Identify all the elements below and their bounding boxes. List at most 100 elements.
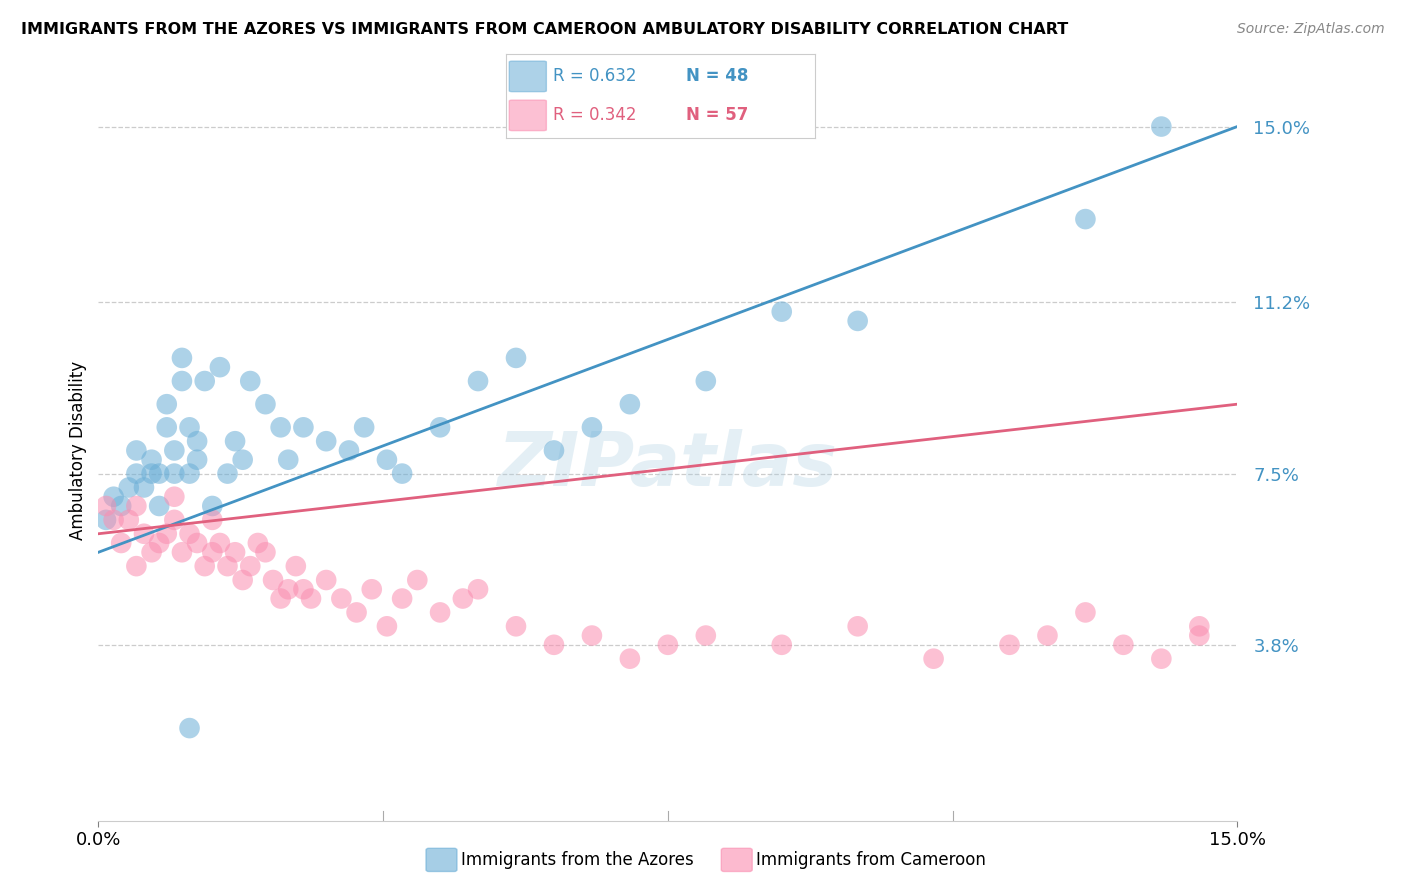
Point [254, 397, 277, 411]
Point [846, 314, 869, 328]
Point [141, 452, 163, 467]
Point [156, 526, 179, 541]
Point [156, 420, 179, 434]
Point [1150, 651, 1173, 665]
FancyBboxPatch shape [509, 100, 547, 130]
FancyBboxPatch shape [509, 62, 547, 92]
Point [156, 397, 179, 411]
Point [246, 536, 269, 550]
Point [239, 374, 262, 388]
Point [262, 573, 284, 587]
Point [179, 420, 201, 434]
Point [1036, 628, 1059, 642]
Text: ZIPatlas: ZIPatlas [498, 429, 838, 502]
Point [141, 467, 163, 481]
Point [170, 374, 193, 388]
Point [292, 420, 315, 434]
Text: R = 0.632: R = 0.632 [553, 67, 636, 85]
Point [254, 545, 277, 559]
Point [429, 606, 451, 620]
Point [201, 545, 224, 559]
Point [224, 545, 246, 559]
Point [406, 573, 429, 587]
Text: Immigrants from Cameroon: Immigrants from Cameroon [756, 851, 986, 869]
Point [217, 559, 239, 574]
Point [194, 559, 217, 574]
Point [186, 536, 208, 550]
Point [292, 582, 315, 597]
Point [391, 591, 413, 606]
Point [581, 420, 603, 434]
Point [360, 582, 382, 597]
Point [846, 619, 869, 633]
Point [118, 513, 141, 527]
Point [1188, 628, 1211, 642]
Point [543, 638, 565, 652]
Point [330, 591, 353, 606]
Point [270, 420, 292, 434]
Point [299, 591, 322, 606]
Point [194, 374, 217, 388]
Point [1074, 212, 1097, 227]
Point [132, 481, 155, 495]
Point [619, 397, 641, 411]
Point [429, 420, 451, 434]
Text: N = 57: N = 57 [686, 105, 748, 123]
Point [277, 452, 299, 467]
Point [770, 304, 793, 318]
Point [217, 467, 239, 481]
Point [277, 582, 299, 597]
Point [148, 467, 170, 481]
Point [270, 591, 292, 606]
Point [224, 434, 246, 449]
Point [505, 619, 527, 633]
Point [163, 490, 186, 504]
Point [284, 559, 307, 574]
Point [163, 513, 186, 527]
Point [922, 651, 945, 665]
Point [110, 536, 132, 550]
Point [353, 420, 375, 434]
Point [998, 638, 1021, 652]
Point [170, 351, 193, 365]
Point [375, 619, 398, 633]
Point [179, 467, 201, 481]
Point [770, 638, 793, 652]
Point [179, 526, 201, 541]
Point [315, 434, 337, 449]
Point [232, 452, 254, 467]
Point [695, 374, 717, 388]
Point [110, 499, 132, 513]
Point [148, 536, 170, 550]
Point [451, 591, 474, 606]
Point [132, 526, 155, 541]
Point [232, 573, 254, 587]
Point [125, 559, 148, 574]
Point [337, 443, 360, 458]
Point [239, 559, 262, 574]
Point [467, 582, 489, 597]
Point [103, 490, 125, 504]
Point [148, 499, 170, 513]
Text: Source: ZipAtlas.com: Source: ZipAtlas.com [1237, 22, 1385, 37]
Point [186, 452, 208, 467]
Point [94, 513, 117, 527]
Point [186, 434, 208, 449]
Point [1150, 120, 1173, 134]
Text: R = 0.342: R = 0.342 [553, 105, 636, 123]
Point [375, 452, 398, 467]
Point [543, 443, 565, 458]
Text: IMMIGRANTS FROM THE AZORES VS IMMIGRANTS FROM CAMEROON AMBULATORY DISABILITY COR: IMMIGRANTS FROM THE AZORES VS IMMIGRANTS… [21, 22, 1069, 37]
Point [163, 443, 186, 458]
Point [695, 628, 717, 642]
Point [163, 467, 186, 481]
Point [581, 628, 603, 642]
Point [170, 545, 193, 559]
Point [346, 606, 368, 620]
Point [103, 513, 125, 527]
Point [505, 351, 527, 365]
Point [201, 499, 224, 513]
Point [1074, 606, 1097, 620]
Text: N = 48: N = 48 [686, 67, 748, 85]
Point [1112, 638, 1135, 652]
